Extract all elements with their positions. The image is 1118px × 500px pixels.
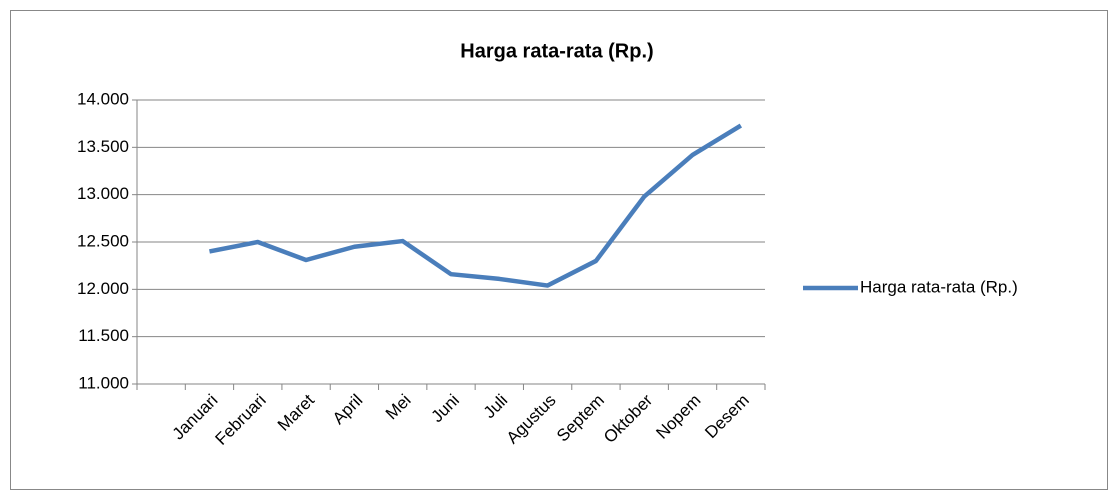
y-tick-label: 13.500 bbox=[77, 137, 129, 156]
legend-label: Harga rata-rata (Rp.) bbox=[860, 277, 1018, 296]
y-tick-label: 12.500 bbox=[77, 231, 129, 250]
chart-title: Harga rata-rata (Rp.) bbox=[460, 40, 653, 62]
y-tick-label: 13.000 bbox=[77, 184, 129, 203]
series-line bbox=[209, 123, 743, 288]
y-tick-label: 12.000 bbox=[77, 279, 129, 298]
chart-border bbox=[10, 10, 1108, 490]
y-tick-label: 14.000 bbox=[77, 89, 129, 108]
y-tick-label: 11.000 bbox=[78, 373, 129, 392]
y-tick-label: 11.500 bbox=[78, 326, 129, 345]
